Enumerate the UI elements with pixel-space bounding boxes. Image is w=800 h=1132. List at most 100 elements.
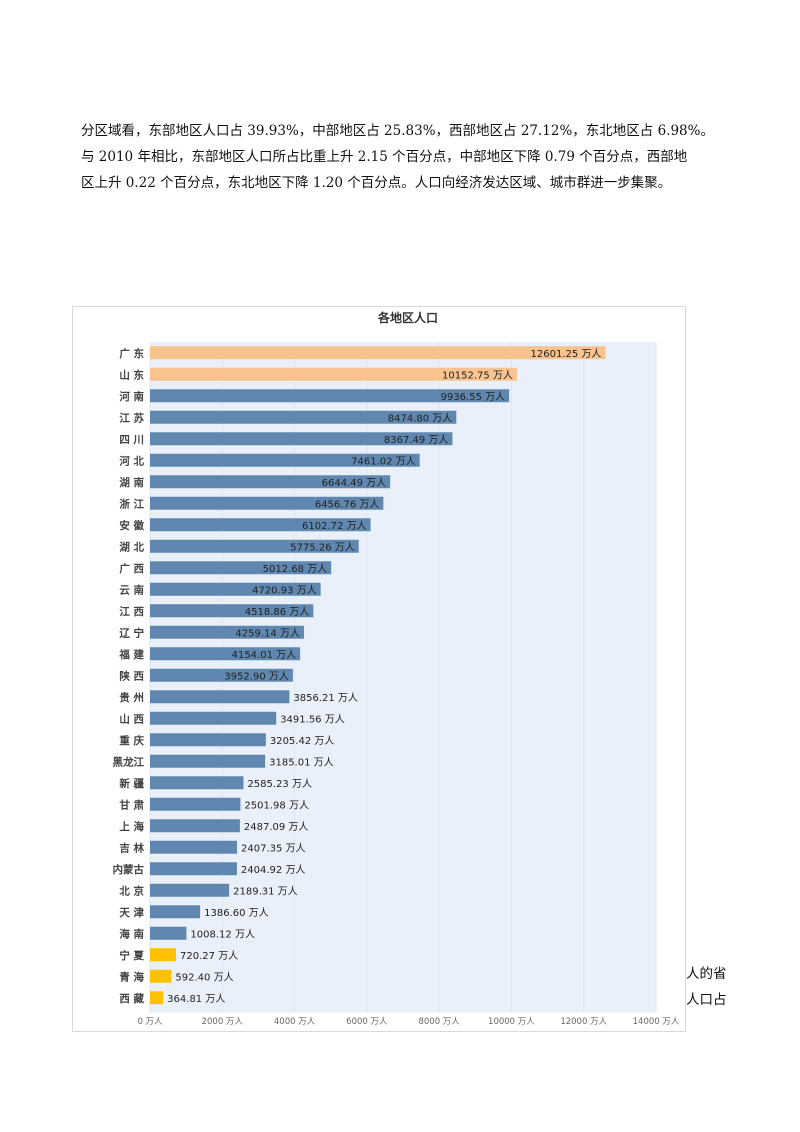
bar bbox=[150, 625, 304, 639]
data-label: 1386.60 万人 bbox=[204, 907, 269, 919]
data-label: 2487.09 万人 bbox=[244, 821, 309, 833]
bar bbox=[150, 819, 240, 833]
category-label: 福 建 bbox=[118, 648, 144, 661]
category-label: 西 藏 bbox=[119, 992, 144, 1005]
side-text-line-1: 人的省 bbox=[686, 966, 727, 982]
category-label: 广 西 bbox=[119, 562, 144, 575]
bar bbox=[150, 948, 177, 962]
category-label: 河 南 bbox=[119, 390, 144, 403]
paragraph-line-3: 区上升 0.22 个百分点，东北地区下降 1.20 个百分点。人口向经济发达区域… bbox=[81, 175, 672, 191]
category-label: 吉 林 bbox=[119, 841, 144, 854]
x-tick-label: 8000 万人 bbox=[418, 1017, 460, 1027]
bar bbox=[150, 389, 510, 403]
bar bbox=[150, 690, 290, 704]
category-label: 重 庆 bbox=[119, 734, 144, 747]
category-label: 北 京 bbox=[119, 884, 144, 897]
data-label: 4259.14 万人 bbox=[235, 627, 300, 639]
bar bbox=[150, 797, 241, 811]
data-label: 8367.49 万人 bbox=[384, 434, 449, 446]
data-label: 592.40 万人 bbox=[175, 971, 233, 983]
bar bbox=[150, 561, 332, 575]
category-label: 辽 宁 bbox=[119, 626, 144, 639]
category-label: 河 北 bbox=[119, 454, 144, 467]
bar bbox=[150, 346, 606, 360]
data-label: 12601.25 万人 bbox=[531, 348, 602, 360]
data-label: 8474.80 万人 bbox=[388, 412, 453, 424]
data-label: 5775.26 万人 bbox=[290, 541, 355, 553]
chart-title: 各地区人口 bbox=[377, 311, 438, 325]
data-label: 2585.23 万人 bbox=[247, 778, 312, 790]
data-label: 6644.49 万人 bbox=[322, 477, 387, 489]
bar bbox=[150, 668, 293, 682]
x-tick-label: 10000 万人 bbox=[488, 1017, 535, 1027]
bar bbox=[150, 733, 266, 747]
category-label: 云 南 bbox=[119, 583, 144, 596]
bar bbox=[150, 604, 314, 618]
bar bbox=[150, 991, 164, 1005]
chart-title-wrap: 各地区人口 bbox=[0, 309, 800, 326]
category-label: 四 川 bbox=[119, 434, 144, 446]
data-label: 2404.92 万人 bbox=[241, 864, 306, 876]
bar bbox=[150, 862, 237, 876]
x-tick-label: 0 万人 bbox=[137, 1017, 163, 1027]
bar bbox=[150, 926, 187, 940]
category-label: 海 南 bbox=[119, 927, 144, 940]
data-label: 7461.02 万人 bbox=[351, 455, 416, 467]
data-label: 4720.93 万人 bbox=[252, 584, 317, 596]
category-label: 陕 西 bbox=[119, 669, 144, 682]
data-label: 2407.35 万人 bbox=[241, 842, 306, 854]
bar bbox=[150, 496, 384, 510]
x-tick-label: 14000 万人 bbox=[633, 1017, 680, 1027]
category-label: 湖 南 bbox=[119, 476, 144, 489]
bar bbox=[150, 582, 321, 596]
category-label: 江 苏 bbox=[119, 411, 144, 424]
data-label: 4518.86 万人 bbox=[245, 606, 310, 618]
category-label: 青 海 bbox=[119, 970, 144, 983]
category-label: 广 东 bbox=[119, 347, 144, 360]
data-label: 3952.90 万人 bbox=[224, 670, 289, 682]
data-label: 6102.72 万人 bbox=[302, 520, 367, 532]
category-label: 山 西 bbox=[119, 712, 144, 725]
bar bbox=[150, 475, 391, 489]
bar bbox=[150, 453, 420, 467]
category-label: 黑龙江 bbox=[113, 755, 145, 768]
data-label: 2501.98 万人 bbox=[244, 799, 309, 811]
paragraph-line-2: 与 2010 年相比，东部地区人口所占比重上升 2.15 个百分点，中部地区下降… bbox=[81, 149, 688, 165]
side-text-line-2: 人口占 bbox=[686, 992, 727, 1008]
data-label: 4154.01 万人 bbox=[232, 649, 297, 661]
bar bbox=[150, 754, 266, 768]
bar bbox=[150, 539, 359, 553]
bar bbox=[150, 432, 453, 446]
data-label: 6456.76 万人 bbox=[315, 498, 380, 510]
intro-paragraph: 分区域看，东部地区人口占 39.93%，中部地区占 25.83%，西部地区占 2… bbox=[81, 118, 731, 196]
bar bbox=[150, 367, 517, 381]
category-label: 甘 肃 bbox=[119, 798, 144, 811]
data-label: 2189.31 万人 bbox=[233, 885, 298, 897]
data-label: 3856.21 万人 bbox=[293, 692, 358, 704]
bar bbox=[150, 647, 301, 661]
bar bbox=[150, 410, 457, 424]
bar bbox=[150, 905, 201, 919]
category-label: 新 疆 bbox=[119, 777, 144, 790]
x-tick-label: 4000 万人 bbox=[274, 1017, 316, 1027]
data-label: 3185.01 万人 bbox=[269, 756, 334, 768]
data-label: 3205.42 万人 bbox=[270, 735, 335, 747]
bar bbox=[150, 776, 244, 790]
data-label: 9936.55 万人 bbox=[441, 391, 506, 403]
category-label: 湖 北 bbox=[119, 540, 144, 553]
data-label: 10152.75 万人 bbox=[442, 369, 513, 381]
category-label: 上 海 bbox=[119, 820, 144, 833]
category-label: 浙 江 bbox=[119, 497, 144, 510]
x-tick-label: 12000 万人 bbox=[560, 1017, 607, 1027]
bar bbox=[150, 840, 238, 854]
category-label: 江 西 bbox=[119, 605, 144, 618]
data-label: 720.27 万人 bbox=[180, 950, 238, 962]
paragraph-line-1: 分区域看，东部地区人口占 39.93%，中部地区占 25.83%，西部地区占 2… bbox=[81, 123, 714, 139]
category-label: 安 徽 bbox=[119, 519, 144, 532]
data-label: 1008.12 万人 bbox=[190, 928, 255, 940]
category-label: 天 津 bbox=[119, 906, 144, 919]
x-tick-label: 6000 万人 bbox=[346, 1017, 388, 1027]
category-label: 宁 夏 bbox=[119, 949, 144, 962]
bar bbox=[150, 518, 371, 532]
